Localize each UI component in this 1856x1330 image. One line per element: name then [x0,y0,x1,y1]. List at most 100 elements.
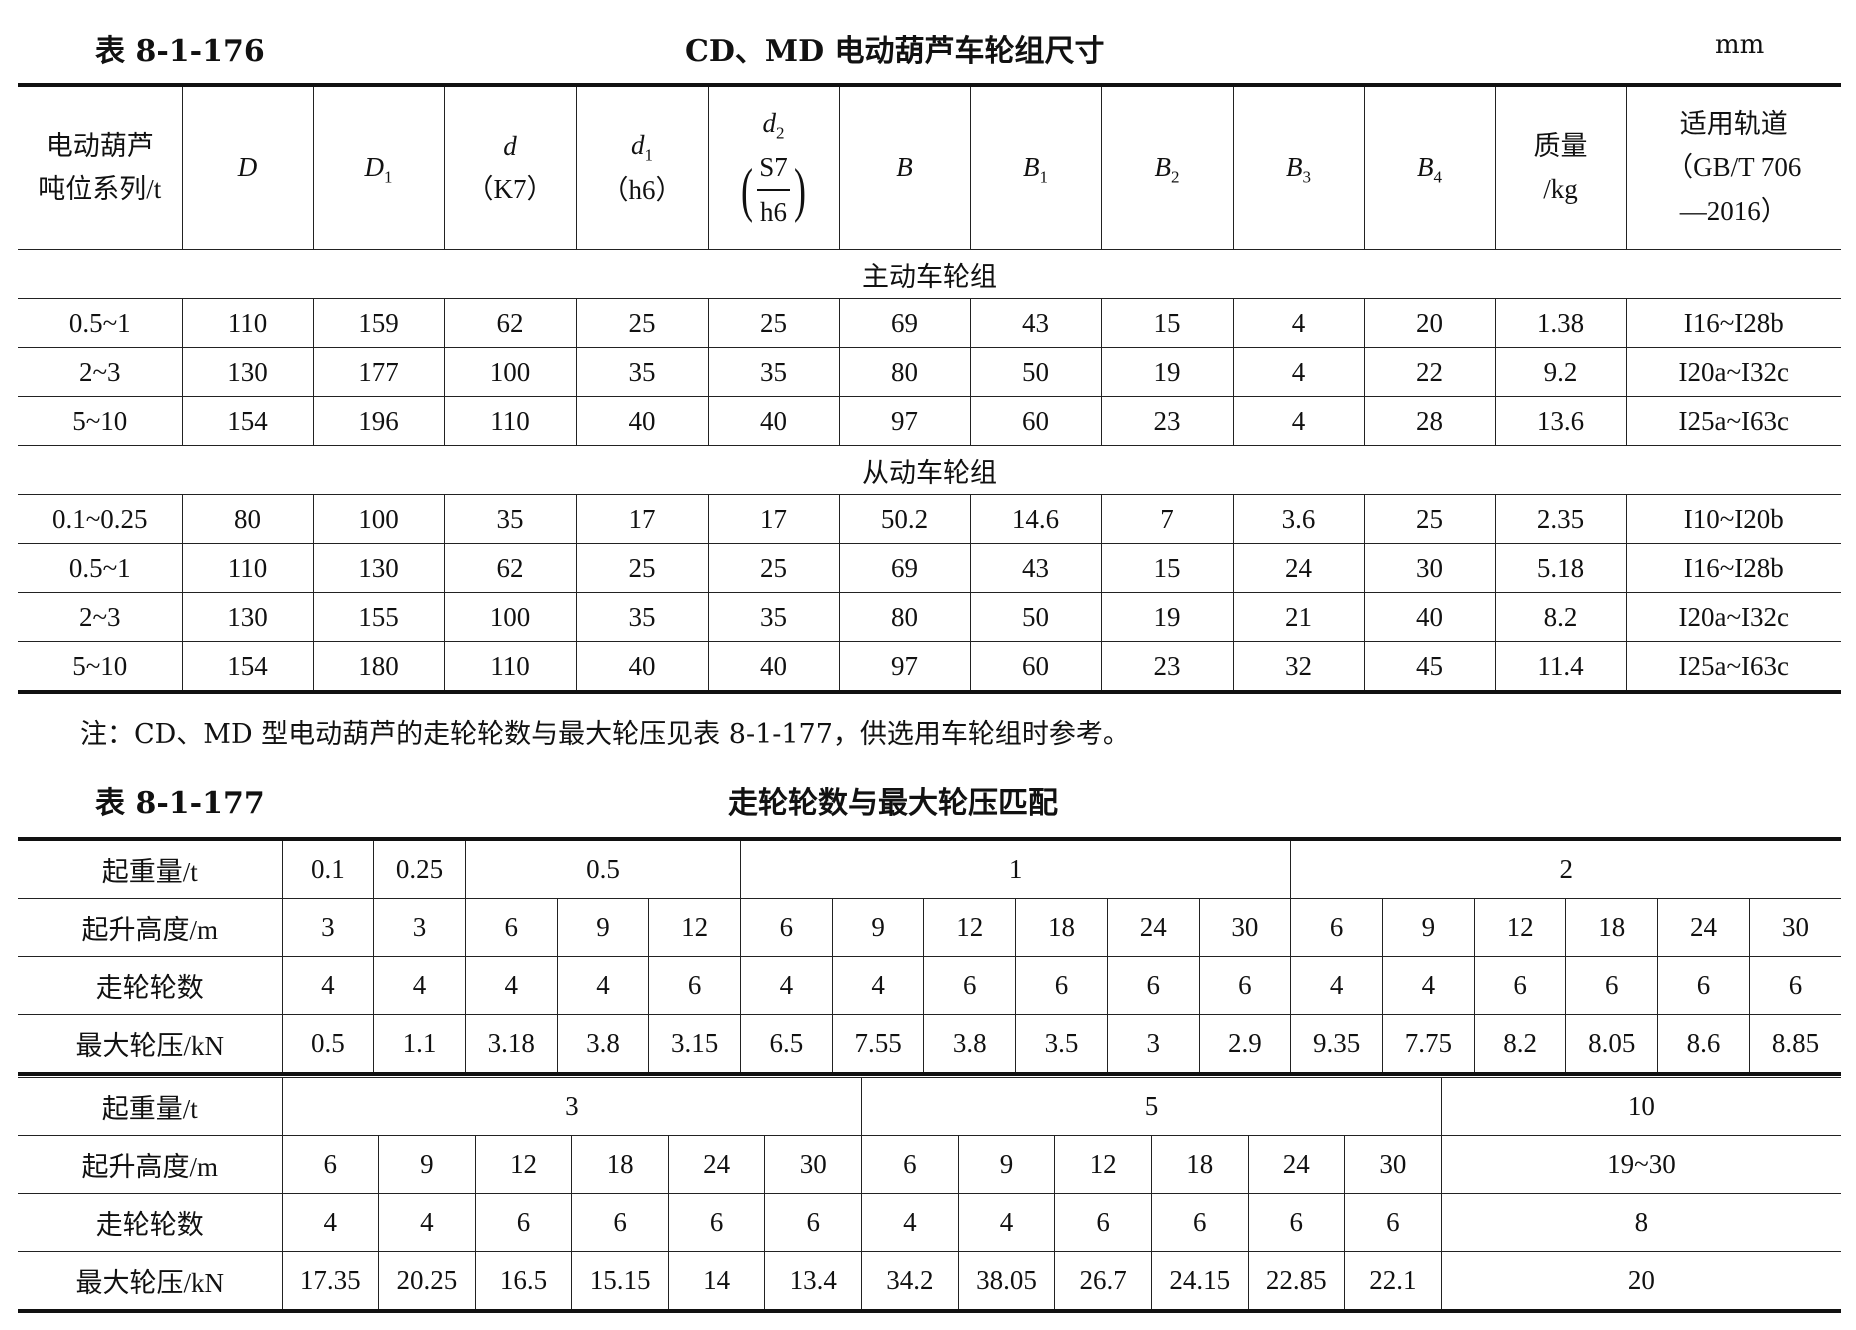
table-cell: 6 [281,1135,380,1194]
table-cell: 6 [648,956,742,1015]
table-cell: 25 [575,543,709,593]
table-cell: 22.85 [1247,1251,1346,1312]
table-cell: 7.75 [1382,1014,1475,1075]
table-cell: 20 [1363,298,1496,348]
table-cell: 6 [1106,956,1200,1015]
table-cell: 8.2 [1494,592,1627,642]
table-cell: 154 [181,641,314,693]
table-cell: 25 [575,298,709,348]
table-cell: 43 [969,543,1102,593]
table-cell: 4 [373,956,466,1015]
header-D: D [181,84,314,250]
table-cell: 15.15 [571,1251,669,1312]
row-label: 最大轮压/kN [18,1014,283,1075]
table-cell: 26.7 [1054,1251,1152,1312]
table-cell: 24 [1232,543,1365,593]
table-cell: 9 [831,898,925,957]
table-cell: 196 [312,396,445,446]
table-cell: 3.6 [1232,494,1365,544]
table-cell: 24 [1106,898,1200,957]
table-cell: 35 [707,347,840,397]
header-d1: d1 （h6） [575,84,709,250]
table-cell: 13.6 [1494,396,1627,446]
table-cell: 5~10 [18,396,183,446]
table-cell: 18 [571,1135,669,1194]
table-cell: 110 [443,641,577,693]
table-cell: 6 [1344,1193,1442,1252]
table-cell: 0.1~0.25 [18,494,183,544]
table-cell: 18 [1565,898,1659,957]
table-cell: 159 [312,298,445,348]
table2-number: 表 8-1-177 [95,786,265,821]
header-rail: 适用轨道 （GB/T 706 —2016） [1625,84,1841,250]
table-cell: 30 [764,1135,863,1194]
table-cell: 35 [707,592,840,642]
capacity-cell: 1 [740,838,1292,899]
table-cell: 97 [838,396,971,446]
table-cell: 4 [1232,347,1365,397]
table-cell: I25a~I63c [1625,396,1841,446]
capacity-cell: 0.25 [373,838,466,899]
table-row: 0.5~1 110 159 62 25 25 69 43 15 4 20 1.38 I16~I28b [18,298,1841,348]
table-cell: 25 [1363,494,1496,544]
table-cell: 50.2 [838,494,971,544]
table-cell: 20.25 [378,1251,476,1312]
header-D1: D1 [312,84,445,250]
table-cell: 69 [838,298,971,348]
table-cell: 40 [575,396,709,446]
table-cell: 3.15 [648,1014,742,1075]
capacity-cell: 3 [281,1077,863,1136]
table-cell: 4 [957,1193,1056,1252]
table-cell: 6 [1150,1193,1249,1252]
table-cell: 8 [1440,1193,1842,1252]
table-cell: 3 [373,898,466,957]
table-cell: 12 [648,898,742,957]
table-cell: 62 [443,543,577,593]
table-cell: I16~I28b [1625,543,1841,593]
table-cell: 6 [1473,956,1567,1015]
table-cell: 17.35 [281,1251,380,1312]
table-cell: 19 [1100,592,1234,642]
table-cell: 18 [1015,898,1108,957]
table-cell: 6 [1657,956,1750,1015]
table-cell: 34.2 [861,1251,959,1312]
table-cell: 14.6 [969,494,1102,544]
table-cell: 6 [1290,898,1384,957]
table-cell: 1.38 [1494,298,1627,348]
table-cell: 11.4 [1494,641,1627,693]
table-cell: 20 [1440,1251,1842,1312]
table-cell: 6 [474,1193,573,1252]
table-cell: 24.15 [1150,1251,1249,1312]
table-cell: 14 [667,1251,766,1312]
table-cell: 100 [312,494,445,544]
table-cell: 21 [1232,592,1365,642]
wheel-load-table-part2: 起重量/t 3 5 10 起升高度/m 6 9 12 18 24 30 6 9 12 18 24 30 19~30… [18,1077,1842,1313]
table-row: 5~10 154 180 110 40 40 97 60 23 32 45 11.4 I25a~I63c [18,641,1841,693]
table-cell: 4 [281,1193,380,1252]
table-cell: 9 [378,1135,476,1194]
table-cell: 6.5 [740,1014,833,1075]
table-cell: 8.05 [1565,1014,1659,1075]
table-header-row: 电动葫芦 吨位系列/t D D1 d （K7） d1 （h6） d2 (S7 h6) B… [18,84,1841,250]
table-cell: 5.18 [1494,543,1627,593]
table-cell: 24 [667,1135,766,1194]
table-cell: 6 [1054,1193,1152,1252]
table-cell: 19~30 [1440,1135,1842,1194]
lift-height-row: 起升高度/m 6 9 12 18 24 30 6 9 12 18 24 30 19~30 [18,1135,1842,1194]
table-cell: 43 [969,298,1102,348]
table-cell: 2~3 [18,592,183,642]
table-cell: 12 [923,898,1017,957]
table-cell: 25 [707,298,840,348]
table-cell: 60 [969,396,1102,446]
table-cell: 3.18 [464,1014,558,1075]
table-cell: 155 [312,592,445,642]
table-cell: 4 [740,956,833,1015]
table-cell: 4 [1382,956,1475,1015]
header-B4: B4 [1363,84,1496,250]
capacity-row: 起重量/t 3 5 10 [18,1077,1842,1136]
table-cell: 25 [707,543,840,593]
table-row: 0.1~0.25 80 100 35 17 17 50.2 14.6 7 3.6 25 2.35 I10… [18,494,1841,544]
header-B1: B1 [969,84,1102,250]
table-cell: 22.1 [1344,1251,1442,1312]
table-cell: 45 [1363,641,1496,693]
